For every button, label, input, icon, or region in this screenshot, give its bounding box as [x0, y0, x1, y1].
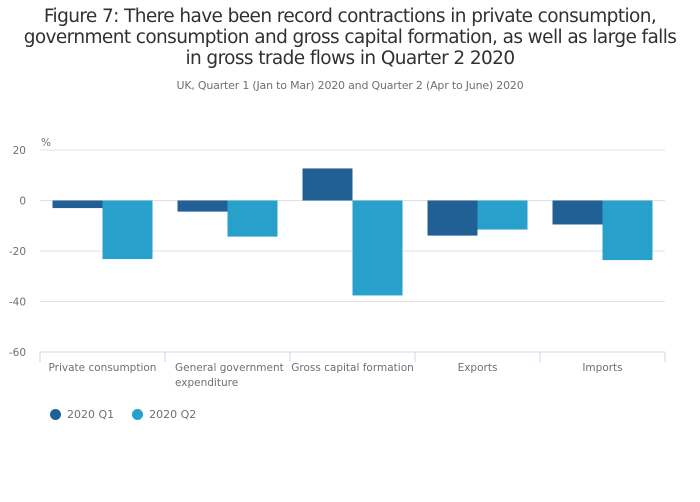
- bar-2020-q1: [552, 200, 603, 225]
- bar-2020-q1: [427, 200, 478, 236]
- y-tick-label: 20: [13, 145, 26, 157]
- legend-item-q1[interactable]: 2020 Q1: [50, 408, 114, 421]
- x-tick-label-line: Gross capital formation: [291, 362, 414, 374]
- x-tick-label-line: Private consumption: [49, 362, 157, 374]
- chart-title: Figure 7: There have been record contrac…: [0, 6, 700, 69]
- bar-2020-q2: [602, 200, 653, 261]
- chart-title-line: Figure 7: There have been record contrac…: [43, 6, 657, 27]
- x-tick-label: Exports: [458, 362, 498, 374]
- x-tick-label-line: Exports: [458, 362, 498, 374]
- legend-dot-icon: [132, 409, 144, 420]
- x-tick-label: General government expenditure: [175, 362, 284, 389]
- x-tick-label: Imports: [582, 362, 622, 374]
- y-tick-label: 0: [19, 196, 26, 208]
- legend-label: 2020 Q1: [67, 408, 115, 421]
- legend-dot-icon: [50, 409, 61, 420]
- legend-item-q2[interactable]: 2020 Q2: [132, 408, 196, 421]
- chart-title-line: government consumption and gross capital…: [23, 27, 677, 48]
- x-tick-label-line: expenditure: [175, 377, 238, 389]
- legend-label: 2020 Q2: [149, 408, 197, 421]
- bar-2020-q2: [477, 200, 528, 230]
- y-tick-label: -40: [9, 297, 26, 309]
- bar-2020-q1: [52, 200, 103, 209]
- x-tick-label-line: Imports: [582, 362, 622, 374]
- legend: 2020 Q1 2020 Q2: [50, 408, 196, 421]
- chart-title-line: in gross trade flows in Quarter 2 2020: [185, 48, 515, 69]
- bar-2020-q2: [102, 200, 153, 260]
- bar-2020-q2: [352, 200, 403, 296]
- bar-2020-q1: [177, 200, 228, 212]
- bar-2020-q1: [302, 168, 353, 201]
- y-tick-label: -60: [9, 347, 26, 359]
- bar-2020-q2: [227, 200, 278, 237]
- y-axis-label: %: [41, 137, 51, 149]
- x-tick-label: Gross capital formation: [291, 362, 414, 374]
- x-tick-label: Private consumption: [49, 362, 157, 374]
- y-tick-label: -20: [9, 246, 26, 258]
- chart-subtitle: UK, Quarter 1 (Jan to Mar) 2020 and Quar…: [176, 79, 524, 92]
- x-tick-label-line: General government: [175, 362, 284, 374]
